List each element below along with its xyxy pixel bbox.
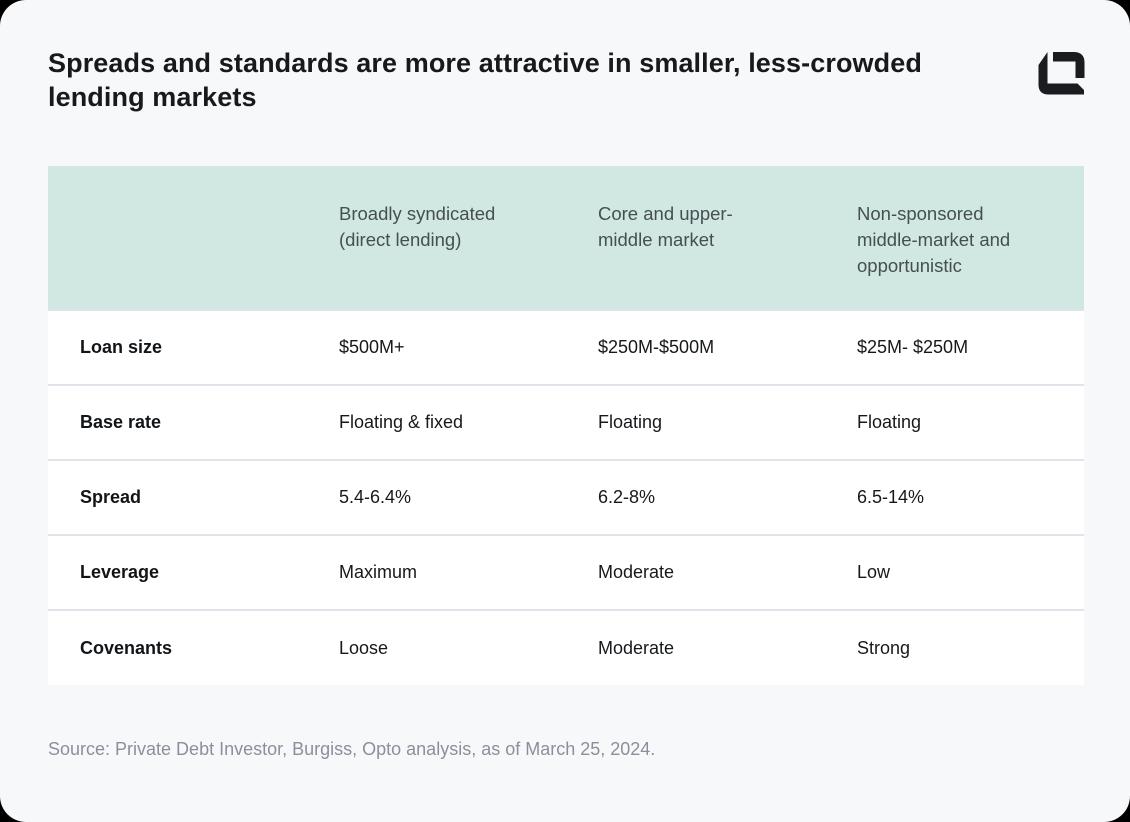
header-cell-core-upper-middle: Core and upper- middle market — [566, 166, 825, 310]
table-row-base-rate: Base rate Floating & fixed Floating Floa… — [48, 385, 1084, 460]
source-note: Source: Private Debt Investor, Burgiss, … — [48, 739, 656, 759]
table-body: Loan size $500M+ $250M-$500M $25M- $250M… — [48, 310, 1084, 685]
header-cell-empty — [48, 166, 307, 310]
row-label: Spread — [80, 487, 142, 507]
value-cell: $500M+ — [339, 337, 405, 357]
value-cell: Maximum — [339, 562, 418, 582]
value-cell: $25M- $250M — [857, 337, 969, 357]
figure-header: Spreads and standards are more attractiv… — [0, 0, 1130, 114]
value-cell: Moderate — [598, 562, 675, 582]
value-cell: 5.4-6.4% — [339, 487, 412, 507]
row-label: Covenants — [80, 637, 173, 658]
row-label: Loan size — [80, 337, 163, 357]
row-label: Leverage — [80, 562, 160, 582]
value-cell: Floating — [598, 412, 663, 432]
value-cell: Floating & fixed — [339, 412, 464, 432]
value-cell: Floating — [857, 412, 922, 432]
opto-logo-icon — [1037, 51, 1085, 101]
table-header-row: Broadly syndicated (direct lending) Core… — [48, 166, 1084, 310]
header-cell-non-sponsored: Non-sponsored middle-market and opportun… — [825, 166, 1084, 310]
value-cell: Low — [857, 562, 891, 582]
table-row-spread: Spread 5.4-6.4% 6.2-8% 6.5-14% — [48, 460, 1084, 535]
value-cell: Moderate — [598, 637, 675, 658]
figure-title: Spreads and standards are more attractiv… — [48, 48, 922, 112]
table-row-leverage: Leverage Maximum Moderate Low — [48, 535, 1084, 610]
header-cell-broadly-syndicated: Broadly syndicated (direct lending) — [307, 166, 566, 310]
value-cell: 6.5-14% — [857, 487, 925, 507]
value-cell: $250M-$500M — [598, 337, 715, 357]
value-cell: 6.2-8% — [598, 487, 656, 507]
value-cell: Strong — [857, 637, 911, 658]
table-row-covenants: Covenants Loose Moderate Strong — [48, 610, 1084, 685]
value-cell: Loose — [339, 637, 389, 658]
table-row-loan-size: Loan size $500M+ $250M-$500M $25M- $250M — [48, 310, 1084, 385]
lending-markets-table: Broadly syndicated (direct lending) Core… — [48, 166, 1084, 685]
table-header: Broadly syndicated (direct lending) Core… — [48, 166, 1084, 310]
row-label: Base rate — [80, 412, 162, 432]
